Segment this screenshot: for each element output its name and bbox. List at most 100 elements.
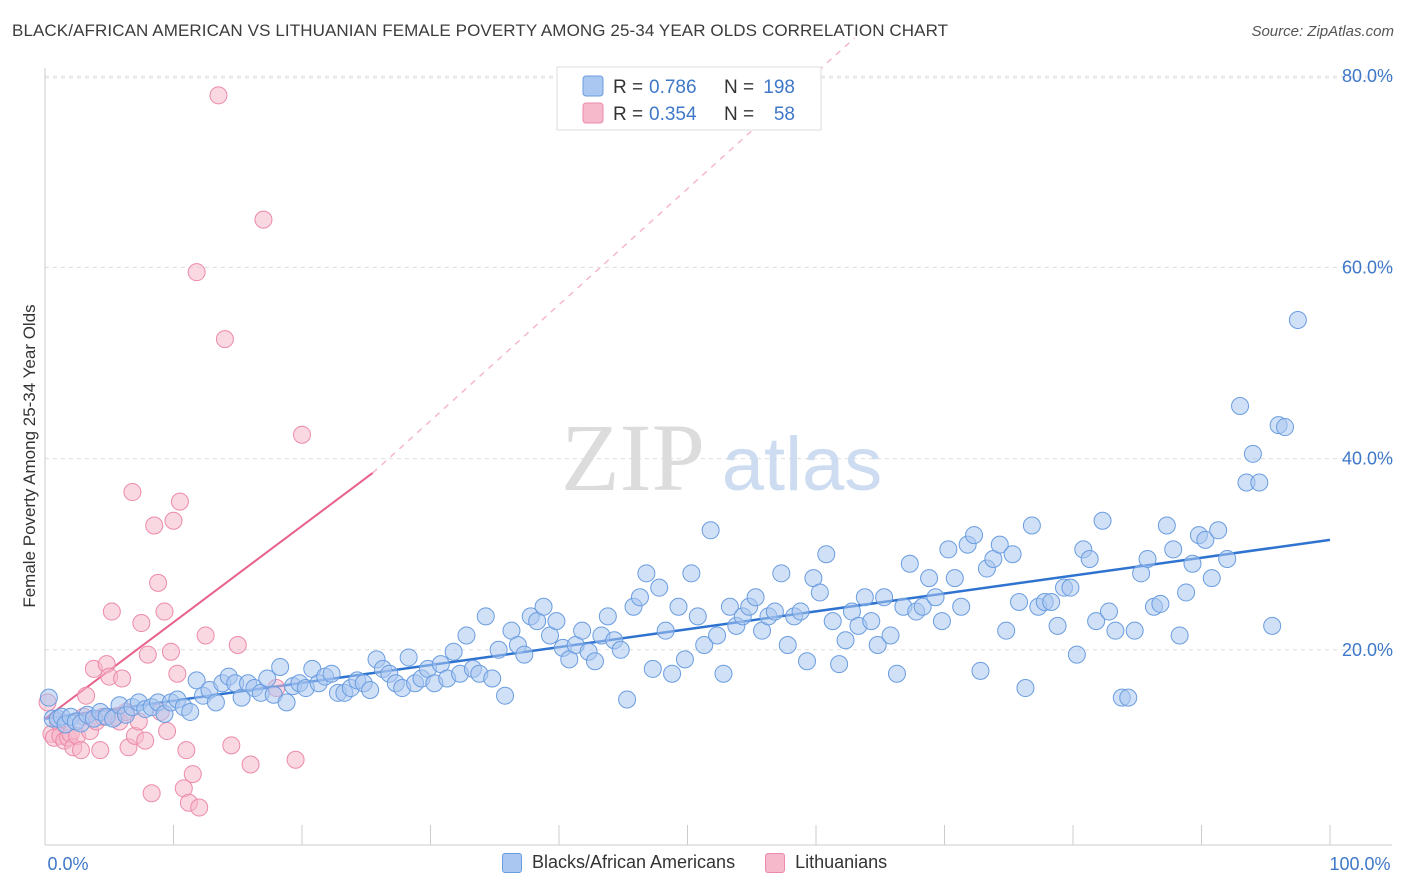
series-legend: Blacks/African Americans Lithuanians bbox=[502, 852, 917, 873]
blacks-point bbox=[322, 664, 341, 683]
blacks-point bbox=[939, 540, 958, 559]
lithuanians-point bbox=[155, 602, 174, 621]
blacks-point bbox=[695, 636, 714, 655]
blacks-point bbox=[990, 535, 1009, 554]
lithuanians-trend-line bbox=[44, 472, 374, 720]
y-tick-label: 40.0% bbox=[1342, 449, 1393, 469]
blacks-point bbox=[585, 652, 604, 671]
blacks-point bbox=[945, 569, 964, 588]
blacks-point bbox=[39, 688, 58, 707]
stats-legend-blue-swatch bbox=[582, 75, 604, 97]
trend-lines bbox=[44, 37, 1331, 720]
blacks-points bbox=[39, 310, 1307, 734]
blacks-point bbox=[489, 640, 508, 659]
blacks-point bbox=[836, 631, 855, 650]
lithuanians-point bbox=[71, 741, 90, 760]
stats-r-label-blue: R = bbox=[613, 77, 643, 98]
blacks-point bbox=[772, 564, 791, 583]
stats-legend-pink-swatch bbox=[582, 102, 604, 124]
blacks-point bbox=[720, 597, 739, 616]
blacks-point bbox=[701, 521, 720, 540]
blacks-point bbox=[515, 645, 534, 664]
blacks-point bbox=[181, 702, 200, 721]
blacks-point bbox=[810, 583, 829, 602]
legend-swatch-lithuanians bbox=[765, 852, 786, 873]
stats-r-value-pink: 0.354 bbox=[649, 104, 697, 125]
blacks-point bbox=[1125, 621, 1144, 640]
blacks-point bbox=[399, 648, 418, 667]
blacks-point bbox=[1250, 473, 1269, 492]
blacks-point bbox=[258, 669, 277, 688]
lithuanians-point bbox=[158, 722, 177, 741]
blacks-point bbox=[900, 554, 919, 573]
blacks-point bbox=[598, 607, 617, 626]
lithuanians-point bbox=[187, 263, 206, 282]
lithuanians-point bbox=[102, 602, 121, 621]
blacks-point bbox=[573, 621, 592, 640]
blacks-point bbox=[1138, 549, 1157, 568]
blacks-point bbox=[277, 693, 296, 712]
blacks-point bbox=[1093, 511, 1112, 530]
stats-n-value-blue: 198 bbox=[763, 77, 795, 98]
y-tick-labels: 20.0% 40.0% 60.0% 80.0% bbox=[1342, 66, 1393, 660]
lithuanians-point bbox=[254, 210, 273, 229]
lithuanians-point bbox=[228, 636, 247, 655]
blacks-point bbox=[881, 626, 900, 645]
blacks-point bbox=[932, 612, 951, 631]
blacks-point bbox=[765, 602, 784, 621]
lithuanians-point bbox=[123, 483, 142, 502]
blacks-point bbox=[791, 602, 810, 621]
blacks-point bbox=[682, 564, 701, 583]
blacks-point bbox=[997, 621, 1016, 640]
blacks-point bbox=[675, 650, 694, 669]
blacks-point bbox=[1016, 679, 1035, 698]
blacks-point bbox=[1106, 621, 1125, 640]
blacks-point bbox=[637, 564, 656, 583]
source-label: Source: ZipAtlas.com bbox=[1251, 23, 1394, 40]
blacks-point bbox=[1048, 616, 1067, 635]
blacks-point bbox=[830, 655, 849, 674]
watermark: ZIP atlas bbox=[561, 404, 882, 511]
blacks-point bbox=[534, 597, 553, 616]
blacks-point bbox=[650, 578, 669, 597]
lithuanians-point bbox=[91, 741, 110, 760]
blacks-point bbox=[656, 621, 675, 640]
y-tick-label: 20.0% bbox=[1342, 640, 1393, 660]
y-tick-label: 80.0% bbox=[1342, 66, 1393, 86]
stats-r-value-blue: 0.786 bbox=[649, 77, 697, 98]
blacks-point bbox=[965, 526, 984, 545]
lithuanians-point bbox=[149, 573, 168, 592]
lithuanians-point bbox=[183, 765, 202, 784]
lithuanians-point bbox=[132, 614, 151, 633]
blacks-point bbox=[1243, 444, 1262, 463]
axes bbox=[44, 68, 1392, 846]
blacks-point bbox=[1067, 645, 1086, 664]
lithuanians-point bbox=[241, 755, 260, 774]
blacks-point bbox=[1061, 578, 1080, 597]
lithuanians-point bbox=[215, 330, 234, 349]
y-axis-label: Female Poverty Among 25-34 Year Olds bbox=[20, 304, 39, 607]
blacks-point bbox=[971, 661, 990, 680]
blacks-point bbox=[875, 588, 894, 607]
lithuanians-point bbox=[136, 731, 155, 750]
lithuanians-point bbox=[145, 516, 164, 535]
watermark-atlas: atlas bbox=[722, 422, 883, 507]
blacks-point bbox=[1196, 530, 1215, 549]
x-tick-label-max: 100.0% bbox=[1329, 854, 1390, 874]
blacks-point bbox=[1151, 594, 1170, 613]
blacks-point bbox=[669, 597, 688, 616]
blacks-point bbox=[1263, 616, 1282, 635]
lithuanians-point bbox=[138, 645, 157, 664]
blacks-point bbox=[1087, 612, 1106, 631]
blacks-point bbox=[1202, 569, 1221, 588]
blacks-point bbox=[483, 669, 502, 688]
lithuanians-point bbox=[209, 86, 228, 105]
watermark-zip: ZIP bbox=[561, 404, 705, 511]
legend-item-blacks[interactable]: Blacks/African Americans bbox=[502, 852, 735, 873]
lithuanians-point bbox=[190, 798, 209, 817]
lithuanians-point bbox=[77, 686, 96, 705]
blacks-point bbox=[798, 652, 817, 671]
lithuanians-point bbox=[286, 750, 305, 769]
legend-item-lithuanians[interactable]: Lithuanians bbox=[765, 852, 887, 873]
